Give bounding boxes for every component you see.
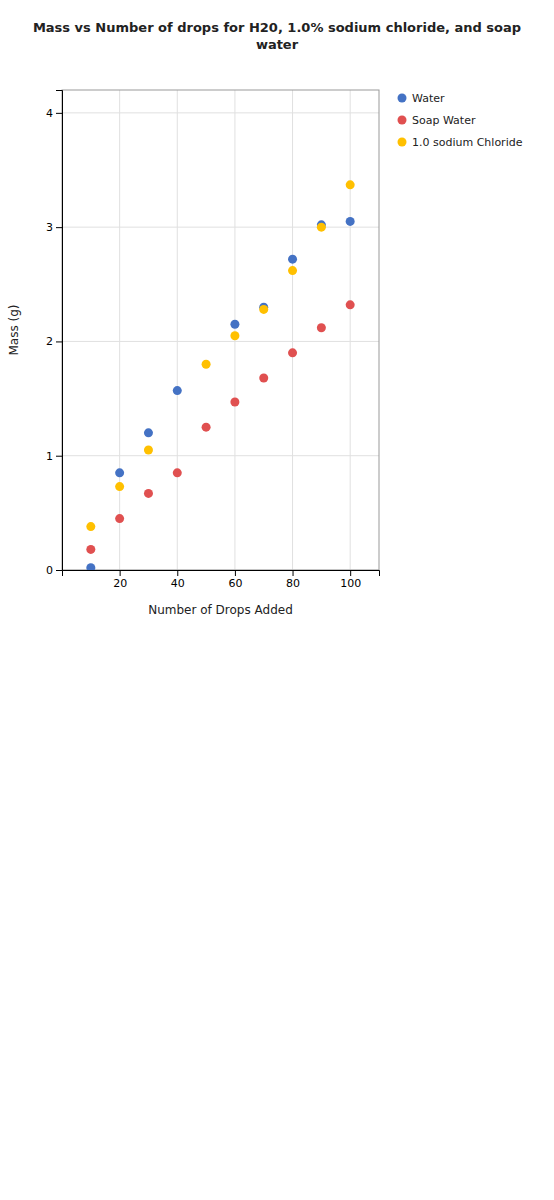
x-tick: 40 xyxy=(171,570,185,590)
point xyxy=(115,514,124,523)
x-tick: 100 xyxy=(340,570,361,590)
point xyxy=(173,386,182,395)
legend-label: Soap Water xyxy=(412,114,476,127)
point xyxy=(317,323,326,332)
x-tick-label: 40 xyxy=(171,577,185,590)
point xyxy=(288,266,297,275)
grid-line-x xyxy=(350,90,351,570)
y-tick-mark xyxy=(56,341,62,342)
y-tick-label: 0 xyxy=(46,564,53,577)
legend-item: Water xyxy=(398,92,445,105)
point xyxy=(230,320,239,329)
point xyxy=(173,468,182,477)
y-tick-label: 2 xyxy=(46,335,53,348)
point xyxy=(288,255,297,264)
x-tick: 80 xyxy=(286,570,300,590)
grid-line-x xyxy=(234,90,235,570)
point xyxy=(202,360,211,369)
grid-line-x xyxy=(119,90,120,570)
y-axis-title: Mass (g) xyxy=(7,304,21,355)
y-axis-line xyxy=(56,91,63,571)
grid xyxy=(62,90,379,570)
point xyxy=(144,428,153,437)
y-tick-mark xyxy=(56,113,62,114)
point xyxy=(144,446,153,455)
x-tick-mark xyxy=(120,570,121,576)
grid-line-x xyxy=(177,90,178,570)
point xyxy=(86,545,95,554)
grid-line-y xyxy=(62,112,379,113)
x-tick-mark xyxy=(235,570,236,576)
x-tick: 20 xyxy=(113,570,127,590)
point xyxy=(86,522,95,531)
point xyxy=(259,305,268,314)
x-tick-mark xyxy=(177,570,178,576)
chart: Mass vs Number of drops for H20, 1.0% so… xyxy=(0,0,554,1200)
legend-marker xyxy=(398,138,407,147)
legend-item: 1.0 sodium Chloride xyxy=(398,136,523,149)
grid-line-y xyxy=(62,341,379,342)
point xyxy=(317,223,326,232)
x-tick: 60 xyxy=(228,570,242,590)
y-tick: 0 xyxy=(46,564,62,577)
grid-line-x xyxy=(292,90,293,570)
x-tick-label: 80 xyxy=(286,577,300,590)
y-tick-label: 1 xyxy=(46,450,53,463)
point xyxy=(230,331,239,340)
title: Mass vs Number of drops for H20, 1.0% so… xyxy=(33,20,521,52)
x-tick-mark xyxy=(350,570,351,576)
y-axis: 0 1 2 3 4 xyxy=(46,91,63,578)
y-tick-mark xyxy=(56,227,62,228)
y-tick-label: 3 xyxy=(46,221,53,234)
legend-label: Water xyxy=(412,92,445,105)
point xyxy=(86,563,95,570)
y-tick: 2 xyxy=(46,335,62,348)
grid-line-y xyxy=(62,455,379,456)
y-tick-label: 4 xyxy=(46,107,53,120)
y-tick: 4 xyxy=(46,107,62,120)
x-tick-label: 100 xyxy=(340,577,361,590)
plot-frame xyxy=(62,90,379,570)
legend: Water Soap Water 1.0 sodium Chloride xyxy=(398,92,523,149)
plot: 20 40 60 80 100 0 1 2 3 4 xyxy=(46,90,380,590)
point xyxy=(288,348,297,357)
series-points xyxy=(86,300,354,554)
point xyxy=(115,468,124,477)
x-tick-label: 20 xyxy=(113,577,127,590)
series-points xyxy=(86,217,354,570)
grid-line-y xyxy=(62,227,379,228)
point xyxy=(144,489,153,498)
series-points xyxy=(86,180,354,531)
y-tick: 1 xyxy=(46,450,62,463)
y-tick-mark xyxy=(56,570,62,571)
point xyxy=(115,482,124,491)
point xyxy=(346,180,355,189)
x-tick-mark xyxy=(293,570,294,576)
points xyxy=(86,180,354,570)
point xyxy=(346,217,355,226)
legend-marker xyxy=(398,94,407,103)
point xyxy=(202,423,211,432)
x-axis-line xyxy=(63,571,380,577)
x-tick-label: 60 xyxy=(228,577,242,590)
y-tick-mark xyxy=(56,456,62,457)
point xyxy=(230,398,239,407)
y-tick: 3 xyxy=(46,221,62,234)
legend-item: Soap Water xyxy=(398,114,476,127)
x-axis: 20 40 60 80 100 xyxy=(63,570,380,590)
point xyxy=(259,374,268,383)
legend-marker xyxy=(398,116,407,125)
x-axis-title: Number of Drops Added xyxy=(148,603,293,617)
legend-label: 1.0 sodium Chloride xyxy=(412,136,523,149)
point xyxy=(346,300,355,309)
